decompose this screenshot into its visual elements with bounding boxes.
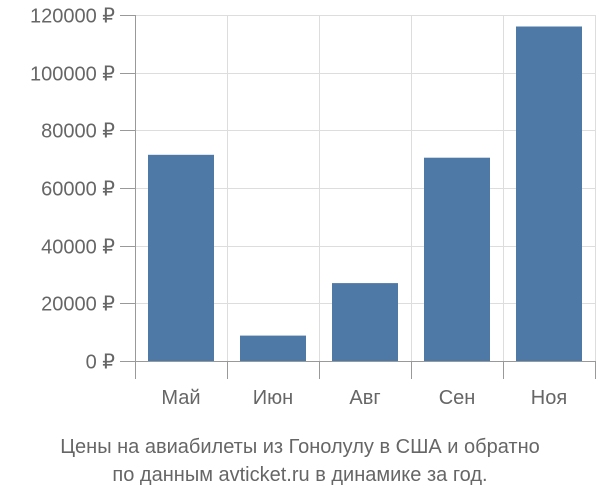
chart-caption-line-2: по данным avticket.ru в динамике за год. <box>112 464 488 486</box>
x-tick-label: Ноя <box>531 387 567 409</box>
bar-2 <box>240 335 306 361</box>
y-tick-label: 40000 ₽ <box>41 237 115 259</box>
chart-caption-line-1: Цены на авиабилеты из Гонолулу в США и о… <box>60 436 540 458</box>
y-tick-label: 120000 ₽ <box>30 6 115 28</box>
y-tick-label: 100000 ₽ <box>30 64 115 86</box>
chart-canvas: 0 ₽ 20000 ₽ 40000 ₽ 60000 ₽ 80000 ₽ 100000 ₽ 1… <box>30 6 596 409</box>
x-tick-label: Июн <box>253 387 293 409</box>
y-tick-label: 60000 ₽ <box>41 179 115 201</box>
x-tick-label: Май <box>161 387 200 409</box>
x-tick-label: Сен <box>439 387 476 409</box>
y-tick-label: 20000 ₽ <box>41 294 115 316</box>
y-tick-label: 0 ₽ <box>86 352 116 374</box>
bar-5 <box>516 26 582 361</box>
bar-1 <box>148 154 214 361</box>
x-tick-label: Авг <box>349 387 380 409</box>
y-tick-label: 80000 ₽ <box>41 121 115 143</box>
bar-3 <box>332 283 398 361</box>
bar-4 <box>424 157 490 361</box>
